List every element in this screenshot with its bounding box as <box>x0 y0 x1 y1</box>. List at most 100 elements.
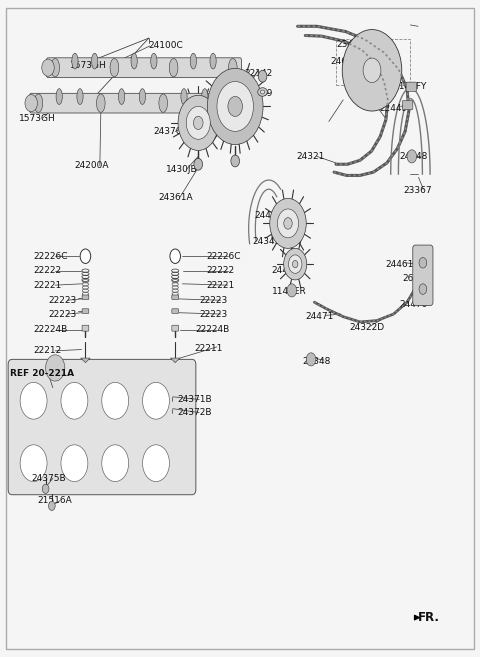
Ellipse shape <box>96 94 105 112</box>
Circle shape <box>143 445 169 482</box>
Circle shape <box>258 70 267 82</box>
Circle shape <box>306 353 316 366</box>
Text: 24420: 24420 <box>254 211 283 220</box>
Text: 24471: 24471 <box>305 312 334 321</box>
Circle shape <box>287 284 297 297</box>
Text: 24321: 24321 <box>297 152 325 161</box>
Text: 24375B: 24375B <box>31 474 66 483</box>
Circle shape <box>419 258 427 268</box>
Text: 1573GH: 1573GH <box>70 61 107 70</box>
Text: FR.: FR. <box>418 611 440 624</box>
Circle shape <box>194 158 203 170</box>
Circle shape <box>292 260 298 268</box>
Text: 24348: 24348 <box>302 357 331 366</box>
Circle shape <box>363 58 381 83</box>
Text: 22223: 22223 <box>199 296 228 305</box>
Circle shape <box>80 249 91 263</box>
FancyBboxPatch shape <box>413 245 433 306</box>
Ellipse shape <box>77 89 83 104</box>
Text: 24625: 24625 <box>330 57 359 66</box>
Polygon shape <box>170 358 180 363</box>
Ellipse shape <box>139 89 145 104</box>
Text: 24348: 24348 <box>399 152 428 161</box>
Circle shape <box>61 445 88 482</box>
Text: 24461: 24461 <box>385 260 413 269</box>
Ellipse shape <box>228 58 237 77</box>
Text: 24349: 24349 <box>252 237 280 246</box>
Text: 24410B: 24410B <box>271 266 306 275</box>
Circle shape <box>186 106 210 139</box>
Text: 22224B: 22224B <box>34 325 68 334</box>
Text: 24100C: 24100C <box>149 41 183 51</box>
Ellipse shape <box>202 89 208 104</box>
FancyBboxPatch shape <box>30 93 234 113</box>
Circle shape <box>288 255 302 273</box>
Text: 22129: 22129 <box>245 89 273 98</box>
Ellipse shape <box>221 94 230 112</box>
Text: 1430JB: 1430JB <box>166 165 197 174</box>
Circle shape <box>102 382 129 419</box>
Text: 24361A: 24361A <box>158 193 193 202</box>
Ellipse shape <box>92 53 98 69</box>
Text: 22226C: 22226C <box>34 252 68 261</box>
Text: 1573GH: 1573GH <box>19 114 56 123</box>
FancyBboxPatch shape <box>172 325 179 331</box>
Circle shape <box>46 355 65 381</box>
Text: 1140ER: 1140ER <box>272 287 307 296</box>
FancyBboxPatch shape <box>172 309 179 313</box>
Text: 22211: 22211 <box>194 344 223 353</box>
Circle shape <box>102 445 129 482</box>
Text: 22223: 22223 <box>199 309 228 319</box>
FancyBboxPatch shape <box>82 295 89 300</box>
Ellipse shape <box>260 90 265 94</box>
Text: 1140FY: 1140FY <box>394 82 427 91</box>
Ellipse shape <box>72 53 78 69</box>
Text: REF 20-221A: REF 20-221A <box>10 369 74 378</box>
Circle shape <box>407 150 417 163</box>
Text: 24200A: 24200A <box>74 161 109 170</box>
Text: 24350D: 24350D <box>187 108 223 118</box>
Circle shape <box>231 155 240 167</box>
Text: 24372B: 24372B <box>178 408 212 417</box>
Ellipse shape <box>258 87 267 97</box>
FancyBboxPatch shape <box>172 295 179 300</box>
Bar <box>336 39 410 85</box>
Text: 22223: 22223 <box>48 309 76 319</box>
Ellipse shape <box>110 58 119 77</box>
Circle shape <box>143 382 169 419</box>
Text: 22224B: 22224B <box>196 325 230 334</box>
Circle shape <box>207 68 263 145</box>
Text: 21516A: 21516A <box>37 496 72 505</box>
Circle shape <box>284 248 307 280</box>
Text: 22221: 22221 <box>206 281 235 290</box>
Circle shape <box>20 445 47 482</box>
Circle shape <box>228 97 242 116</box>
Ellipse shape <box>51 58 60 77</box>
Circle shape <box>25 95 37 112</box>
Circle shape <box>270 198 306 248</box>
Circle shape <box>42 59 54 76</box>
FancyBboxPatch shape <box>402 101 413 110</box>
Text: 24370B: 24370B <box>154 127 188 136</box>
Circle shape <box>61 382 88 419</box>
Ellipse shape <box>56 89 62 104</box>
Ellipse shape <box>119 89 125 104</box>
Ellipse shape <box>210 53 216 69</box>
Text: 24322D: 24322D <box>349 323 384 332</box>
Circle shape <box>48 501 55 510</box>
Text: 23367: 23367 <box>403 186 432 195</box>
Ellipse shape <box>159 94 168 112</box>
Ellipse shape <box>169 58 178 77</box>
Text: 24371B: 24371B <box>178 395 212 404</box>
Ellipse shape <box>181 89 187 104</box>
FancyBboxPatch shape <box>47 58 241 78</box>
Circle shape <box>170 249 180 263</box>
Text: 22221: 22221 <box>34 281 62 290</box>
Text: 26160: 26160 <box>402 274 431 283</box>
Polygon shape <box>81 358 90 363</box>
Circle shape <box>342 30 402 111</box>
FancyBboxPatch shape <box>406 82 417 91</box>
FancyBboxPatch shape <box>8 359 196 495</box>
FancyBboxPatch shape <box>82 325 89 331</box>
Text: 24470: 24470 <box>399 300 428 309</box>
